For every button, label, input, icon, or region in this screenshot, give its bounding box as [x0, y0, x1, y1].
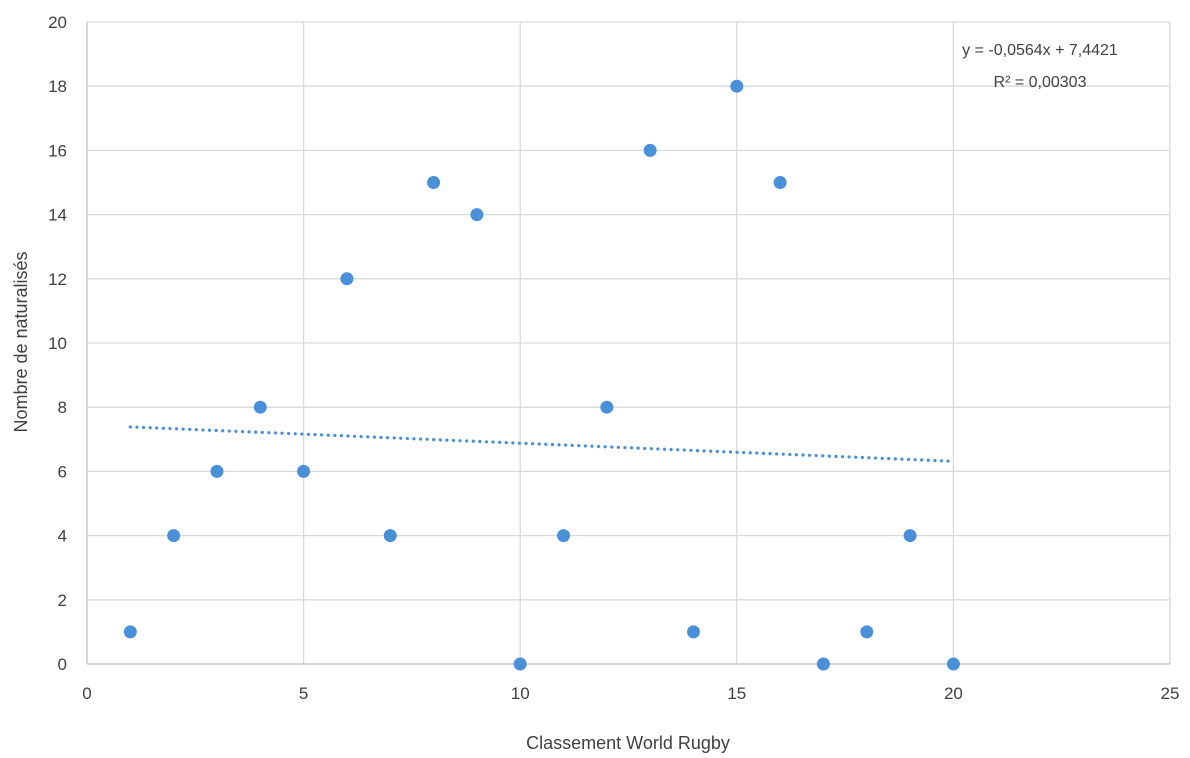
data-point [297, 464, 311, 478]
trendline [128, 425, 956, 463]
trendline-equation: y = -0,0564x + 7,4421 [962, 42, 1118, 59]
data-point [600, 400, 614, 414]
data-point [903, 529, 917, 543]
data-point [860, 625, 874, 639]
y-tick-label: 20 [48, 13, 67, 32]
y-axis-title: Nombre de naturalisés [11, 251, 31, 432]
data-point [686, 625, 700, 639]
trendline-group [128, 425, 956, 463]
data-point [210, 464, 224, 478]
y-tick-label: 2 [58, 591, 67, 610]
axes [86, 22, 1170, 665]
data-point [470, 208, 484, 222]
data-point [427, 176, 441, 189]
y-tick-label: 18 [48, 77, 67, 96]
x-axis-title: Classement World Rugby [526, 733, 730, 753]
x-tick-label: 15 [727, 684, 746, 703]
data-point [253, 400, 267, 414]
y-tick-label: 14 [48, 206, 67, 225]
data-point [383, 529, 397, 543]
data-point [816, 657, 830, 671]
x-tick-label: 0 [82, 684, 91, 703]
x-tick-label: 25 [1161, 684, 1180, 703]
data-point [340, 272, 354, 286]
y-tick-label: 12 [48, 270, 67, 289]
data-point [643, 143, 657, 157]
data-point [946, 657, 960, 671]
y-tick-label: 10 [48, 334, 67, 353]
y-tick-labels: 0 2 4 6 8 10 12 14 16 18 20 [48, 13, 67, 674]
data-point [123, 625, 137, 639]
y-tick-label: 4 [58, 527, 67, 546]
x-tick-label: 20 [944, 684, 963, 703]
gridlines [87, 21, 1171, 664]
data-point [773, 176, 787, 189]
data-point [513, 657, 527, 671]
y-tick-label: 0 [58, 655, 67, 674]
x-tick-label: 5 [299, 684, 308, 703]
trendline-r-squared: R² = 0,00303 [994, 74, 1087, 91]
x-tick-labels: 0 5 10 15 20 25 [82, 684, 1179, 703]
data-point [730, 79, 744, 93]
data-point [557, 529, 571, 543]
y-tick-label: 16 [48, 141, 67, 160]
y-tick-label: 6 [58, 462, 67, 481]
x-tick-label: 10 [511, 684, 530, 703]
data-point [167, 529, 181, 543]
y-tick-label: 8 [58, 398, 67, 417]
data-points [123, 79, 960, 671]
